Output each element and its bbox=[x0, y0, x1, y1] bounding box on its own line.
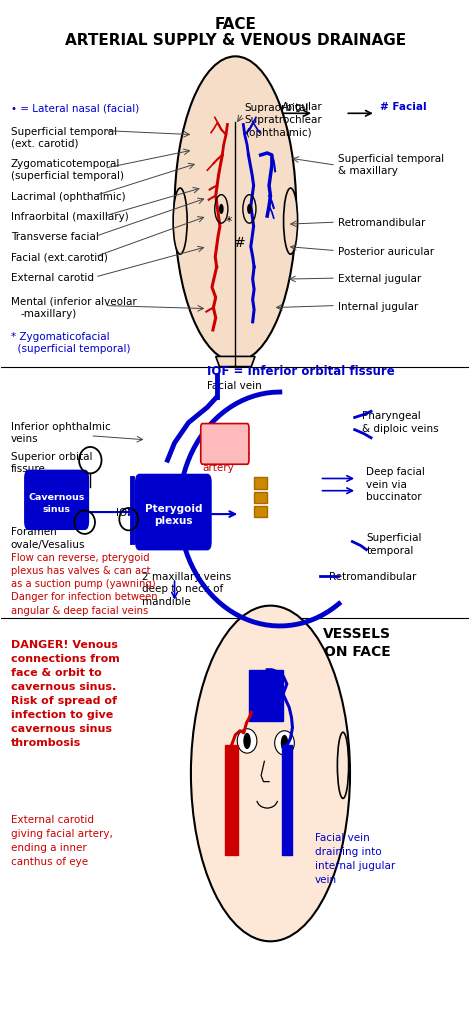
Text: Facial vein
draining into
internal jugular
vein: Facial vein draining into internal jugul… bbox=[315, 833, 395, 884]
Text: temporal: temporal bbox=[366, 545, 414, 555]
Text: Supratrochlear: Supratrochlear bbox=[245, 115, 322, 125]
Text: Infraorbital (maxillary): Infraorbital (maxillary) bbox=[11, 212, 128, 222]
Bar bbox=[249, 671, 283, 720]
Ellipse shape bbox=[274, 731, 294, 755]
FancyBboxPatch shape bbox=[25, 471, 89, 530]
Text: veins: veins bbox=[11, 433, 38, 443]
Text: External carotid: External carotid bbox=[11, 273, 94, 283]
Text: * Zygomaticofacial: * Zygomaticofacial bbox=[11, 332, 109, 341]
Text: Lacrimal (ophthalmic): Lacrimal (ophthalmic) bbox=[11, 192, 125, 202]
Text: Superficial: Superficial bbox=[366, 533, 422, 543]
Text: & maxillary: & maxillary bbox=[338, 166, 398, 176]
Bar bbox=[254, 492, 267, 503]
Text: IOF = Inferior orbital fissure: IOF = Inferior orbital fissure bbox=[207, 365, 395, 378]
Text: Mental (inferior alveolar: Mental (inferior alveolar bbox=[11, 297, 137, 306]
Ellipse shape bbox=[237, 729, 257, 753]
Text: #: # bbox=[234, 236, 246, 251]
Text: Superficial temporal: Superficial temporal bbox=[11, 126, 117, 137]
FancyBboxPatch shape bbox=[201, 424, 249, 465]
Text: & diploic veins: & diploic veins bbox=[362, 423, 438, 433]
Text: Retromandibular: Retromandibular bbox=[329, 572, 416, 582]
FancyBboxPatch shape bbox=[136, 475, 211, 550]
Text: fissure: fissure bbox=[11, 464, 46, 474]
Text: deep to neck of: deep to neck of bbox=[142, 584, 223, 594]
Text: buccinator: buccinator bbox=[366, 491, 422, 501]
Text: Superior orbital: Superior orbital bbox=[11, 451, 92, 462]
Text: Transverse facial: Transverse facial bbox=[11, 232, 99, 243]
Text: artery: artery bbox=[202, 463, 234, 473]
Bar bbox=[254, 478, 267, 489]
Text: (ophthalmic): (ophthalmic) bbox=[245, 127, 311, 138]
Text: FACE: FACE bbox=[214, 17, 256, 33]
Text: Pterygoid: Pterygoid bbox=[145, 503, 202, 514]
Text: vein via: vein via bbox=[366, 479, 407, 489]
Text: DANGER! Venous
connections from
face & orbit to
cavernous sinus.
Risk of spread : DANGER! Venous connections from face & o… bbox=[11, 640, 119, 748]
Circle shape bbox=[243, 733, 251, 749]
Text: sinus: sinus bbox=[32, 503, 57, 514]
Ellipse shape bbox=[337, 733, 348, 799]
Circle shape bbox=[219, 205, 224, 215]
Text: ARTERIAL SUPPLY & VENOUS DRAINAGE: ARTERIAL SUPPLY & VENOUS DRAINAGE bbox=[65, 33, 406, 48]
Text: sinus: sinus bbox=[43, 505, 71, 514]
Text: -maxillary): -maxillary) bbox=[20, 309, 76, 318]
Text: Angular: Angular bbox=[282, 102, 323, 112]
Text: Supraorbital: Supraorbital bbox=[245, 103, 309, 113]
Polygon shape bbox=[216, 357, 255, 367]
Text: (ext. carotid): (ext. carotid) bbox=[11, 139, 78, 149]
Text: Cavernous: Cavernous bbox=[32, 491, 84, 501]
Text: *: * bbox=[226, 214, 232, 227]
Circle shape bbox=[247, 205, 252, 215]
Text: Posterior auricular: Posterior auricular bbox=[338, 247, 435, 257]
Ellipse shape bbox=[174, 57, 296, 362]
Text: Pharyngeal: Pharyngeal bbox=[362, 411, 420, 421]
Text: External carotid
giving facial artery,
ending a inner
canthus of eye: External carotid giving facial artery, e… bbox=[11, 814, 113, 866]
Text: External jugular: External jugular bbox=[338, 274, 421, 284]
Text: Retromandibular: Retromandibular bbox=[338, 218, 426, 228]
Text: IOF: IOF bbox=[116, 507, 133, 518]
Text: VESSELS
ON FACE: VESSELS ON FACE bbox=[323, 627, 391, 658]
Text: Cavernous: Cavernous bbox=[28, 493, 85, 501]
Text: (superficial temporal): (superficial temporal) bbox=[11, 171, 124, 181]
Text: Maxillary: Maxillary bbox=[202, 450, 250, 461]
Text: Deep facial: Deep facial bbox=[366, 467, 425, 477]
Ellipse shape bbox=[173, 189, 187, 255]
Text: ovale/Vesalius: ovale/Vesalius bbox=[11, 539, 85, 549]
Text: Facial vein: Facial vein bbox=[207, 380, 262, 390]
Text: Inferior ophthalmic: Inferior ophthalmic bbox=[11, 421, 110, 431]
Text: (superficial temporal): (superficial temporal) bbox=[11, 344, 130, 354]
Circle shape bbox=[281, 735, 288, 751]
Text: Flow can reverse, pterygoid
plexus has valves & can act
as a suction pump (yawni: Flow can reverse, pterygoid plexus has v… bbox=[11, 552, 159, 614]
Ellipse shape bbox=[191, 606, 350, 942]
Text: Foramen: Foramen bbox=[11, 527, 56, 537]
Text: # Facial: # Facial bbox=[381, 102, 427, 112]
Text: Facial (ext.carotid): Facial (ext.carotid) bbox=[11, 253, 108, 263]
Text: Zygomaticotemporal: Zygomaticotemporal bbox=[11, 159, 120, 169]
Bar bbox=[254, 506, 267, 518]
Text: 2 maxillary veins: 2 maxillary veins bbox=[142, 572, 231, 582]
Ellipse shape bbox=[283, 189, 298, 255]
Text: Superficial temporal: Superficial temporal bbox=[338, 154, 445, 164]
Text: plexus: plexus bbox=[154, 516, 192, 526]
Bar bbox=[225, 745, 238, 855]
Text: Internal jugular: Internal jugular bbox=[338, 302, 419, 311]
Bar bbox=[282, 745, 292, 855]
Text: mandible: mandible bbox=[142, 596, 191, 606]
Text: • = Lateral nasal (facial): • = Lateral nasal (facial) bbox=[11, 103, 139, 113]
